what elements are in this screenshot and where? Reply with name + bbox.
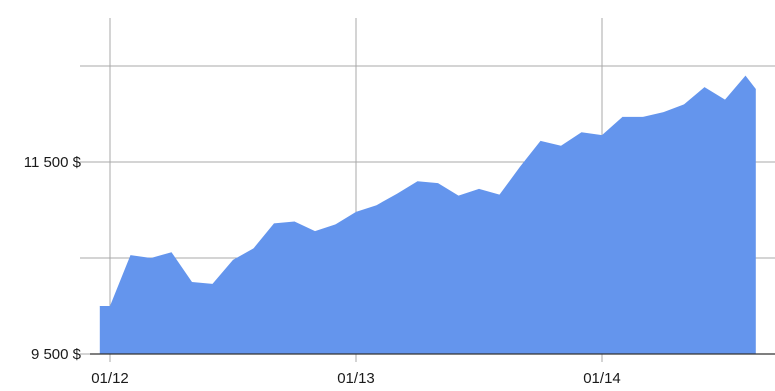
x-tick-label: 01/14 — [583, 370, 621, 387]
y-tick-label: 9 500 $ — [31, 346, 82, 363]
series-area — [99, 75, 756, 354]
series-area-layer — [99, 75, 756, 354]
x-tick-label: 01/13 — [337, 370, 375, 387]
tick-labels: 9 500 $ 11 500 $ 01/12 01/13 01/14 — [24, 154, 621, 387]
x-tick-label: 01/12 — [91, 370, 129, 387]
y-tick-label: 11 500 $ — [24, 154, 82, 171]
